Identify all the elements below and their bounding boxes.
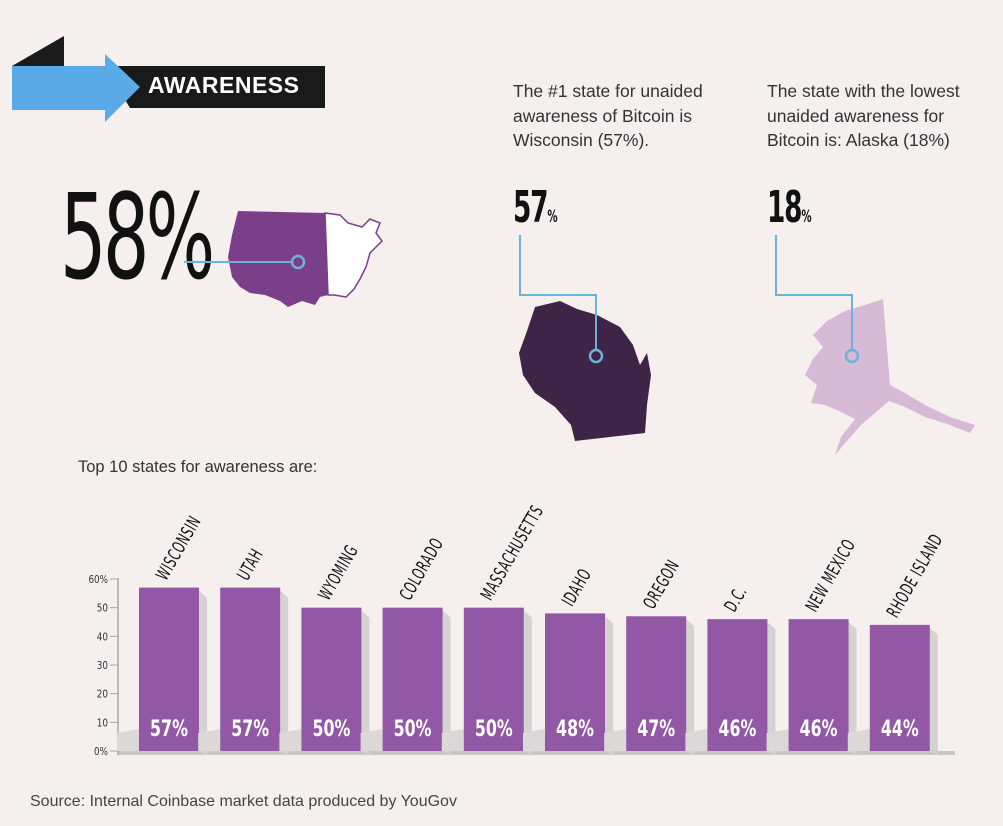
national-connector-dot	[290, 254, 306, 270]
lowest-state-description: The state with the lowest unaided awaren…	[767, 81, 960, 150]
bar-floor-shadow	[847, 729, 870, 751]
bar	[545, 613, 605, 751]
y-tick-label: 40	[97, 631, 108, 643]
national-awareness-stat: 58%	[60, 168, 215, 306]
highest-state-number: 57	[513, 182, 549, 233]
us-map-filled-region	[228, 211, 328, 307]
bar-shadow	[442, 610, 451, 755]
bar-floor-shadow	[685, 729, 708, 751]
bar	[788, 619, 849, 751]
wisconsin-connector-dot	[588, 348, 604, 364]
category-label: NEW MEXICO	[801, 535, 860, 615]
bar	[301, 607, 362, 751]
category-label: WYOMING	[314, 541, 363, 604]
bar-floor-shadow	[360, 729, 383, 751]
y-tick-label: 30	[97, 660, 108, 672]
lowest-state-number: 18	[767, 182, 803, 233]
bar-value-label: 48%	[556, 715, 594, 741]
us-map-icon	[184, 211, 383, 307]
awareness-banner	[12, 36, 325, 122]
bar-shadow	[767, 622, 776, 755]
category-label: RHODE ISLAND	[882, 530, 947, 621]
alaska-shape	[805, 299, 975, 455]
chart-title: Top 10 states for awareness are:	[78, 458, 318, 476]
bar-shadow	[199, 590, 207, 755]
bar	[463, 607, 524, 751]
lowest-state-unit: %	[801, 207, 812, 227]
bar-value-label: 44%	[881, 715, 919, 741]
bar-value-label: 57%	[150, 715, 188, 741]
category-label: IDAHO	[557, 565, 596, 610]
bar-shadow	[280, 590, 289, 755]
bar	[626, 616, 687, 751]
highest-state-unit: %	[547, 207, 558, 227]
chart-floor	[118, 751, 955, 755]
highest-state-description: The #1 state for unaided awareness of Bi…	[513, 81, 703, 150]
bar-shadow	[929, 627, 938, 755]
bar-shadow	[686, 619, 695, 755]
banner-label: AWARENESS	[148, 72, 300, 98]
category-label: WISCONSIN	[151, 512, 205, 584]
bar	[139, 587, 199, 751]
category-label: OREGON	[639, 556, 684, 613]
bar-floor-shadow	[523, 729, 545, 751]
banner-arrow-icon	[12, 54, 140, 122]
bar	[707, 619, 768, 751]
bar-shadow	[361, 610, 370, 755]
category-label: COLORADO	[395, 534, 448, 604]
bar-floor-shadow	[198, 729, 221, 751]
bar-value-label: 46%	[718, 715, 756, 741]
bar-floor-shadow	[441, 729, 464, 751]
bar-floor-shadow	[279, 729, 302, 751]
source-note: Source: Internal Coinbase market data pr…	[30, 793, 457, 810]
bar-value-label: 50%	[312, 715, 350, 741]
bar-floor-shadow	[766, 729, 789, 751]
lowest-state-stat: 18%	[767, 186, 812, 230]
bar	[382, 607, 443, 751]
alaska-connector-line	[775, 235, 853, 351]
bar-shadow	[848, 622, 857, 755]
bar-shadow	[605, 616, 613, 755]
wisconsin-connector-line	[519, 235, 597, 351]
category-label: UTAH	[233, 545, 268, 584]
bar	[869, 624, 930, 751]
category-label: MASSACHUSETTS	[476, 501, 548, 604]
alaska-connector-dot	[844, 348, 860, 364]
category-label: D.C.	[720, 582, 752, 615]
bar-value-label: 47%	[637, 715, 675, 741]
y-tick-label: 50	[97, 603, 108, 615]
bar-floor-shadow	[117, 729, 139, 751]
y-tick-label: 60%	[88, 574, 108, 586]
wisconsin-shape	[519, 301, 651, 441]
us-map-outline-region	[324, 212, 383, 298]
bar-floor-shadow	[604, 729, 627, 751]
y-tick-label: 0%	[94, 746, 108, 758]
highest-state-stat: 57%	[513, 186, 558, 230]
wisconsin-map-icon	[519, 235, 651, 441]
top-states-bar-chart: 0% 10 20 30 40 50 60% 57% WISCONSIN 57% UTAH 50% WYO…	[88, 501, 955, 758]
bar-value-label: 46%	[800, 715, 838, 741]
banner-black-bar	[12, 36, 325, 108]
bar-value-label: 57%	[231, 715, 269, 741]
y-tick-label: 20	[97, 689, 108, 701]
alaska-map-icon	[775, 235, 975, 455]
bar	[220, 587, 281, 751]
bar-shadow	[523, 610, 532, 755]
y-tick-label: 10	[97, 717, 108, 729]
bar-value-label: 50%	[475, 715, 513, 741]
bar-value-label: 50%	[394, 715, 432, 741]
